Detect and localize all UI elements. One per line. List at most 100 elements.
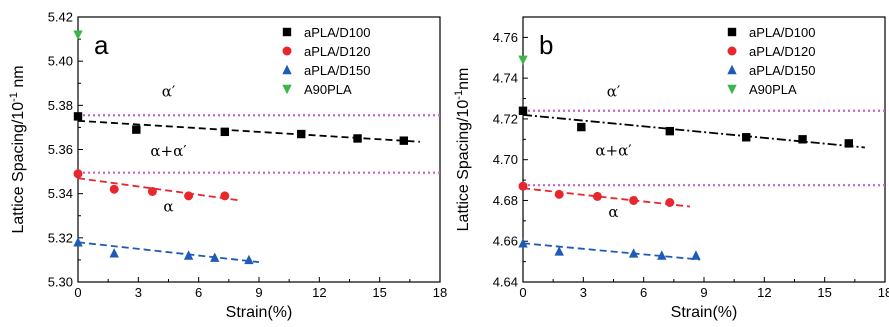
panel-label: a — [94, 30, 109, 60]
data-point — [657, 250, 667, 260]
legend-label: aPLA/D100 — [304, 25, 371, 40]
fit-line — [77, 177, 240, 202]
data-point — [73, 169, 83, 179]
y-tick-label: 5.30 — [48, 275, 73, 290]
x-tick-label: 6 — [195, 285, 202, 300]
x-tick-label: 3 — [135, 285, 142, 300]
data-point — [399, 136, 408, 145]
chart-panel-b: 0 3 6 9 12 15 18 4.64 4.66 4.68 4.70 4.72 4.74 4.76 St… — [453, 16, 889, 321]
fit-line — [522, 187, 691, 208]
data-point — [210, 252, 220, 262]
x-tick-label: 6 — [640, 285, 647, 300]
fit-line — [522, 113, 865, 149]
y-tick-label: 4.76 — [493, 30, 518, 45]
legend-marker — [282, 64, 292, 75]
x-tick-label: 18 — [878, 285, 889, 300]
fit-line — [77, 241, 260, 264]
y-tick-label: 5.32 — [48, 230, 73, 245]
y-axis-title-unit: nm — [455, 68, 472, 90]
y-axis-title: Lattice Spacing/10-1 nm — [8, 65, 27, 233]
data-point — [184, 191, 194, 201]
data-point — [220, 191, 230, 201]
legend-marker — [727, 84, 737, 95]
legend-label: aPLA/D100 — [749, 25, 816, 40]
y-tick-label: 4.64 — [493, 275, 518, 290]
y-axis-title-text: Lattice Spacing/10 — [10, 102, 27, 234]
data-point — [244, 254, 254, 265]
data-point — [353, 134, 362, 143]
legend-label: aPLA/D150 — [749, 63, 816, 78]
x-tick-label: 12 — [757, 285, 771, 300]
data-point — [844, 139, 853, 148]
plot-frame — [522, 16, 886, 283]
x-tick-label: 9 — [255, 285, 262, 300]
y-tick-label: 4.68 — [493, 193, 518, 208]
x-tick-label: 18 — [433, 285, 447, 300]
phase-annotation: α — [608, 203, 618, 221]
data-point — [518, 238, 528, 248]
x-axis-title: Strain(%) — [671, 304, 738, 321]
x-tick-label: 15 — [372, 285, 386, 300]
phase-annotation: α — [163, 197, 173, 215]
legend-marker — [282, 27, 292, 37]
data-point — [73, 237, 83, 247]
data-point — [147, 186, 157, 196]
legend-marker — [282, 84, 292, 95]
data-point — [742, 133, 751, 142]
legend-label: A90PLA — [749, 82, 797, 97]
x-tick-label: 9 — [700, 285, 707, 300]
data-point — [518, 55, 528, 66]
y-axis-title-exponent: -1 — [453, 90, 465, 100]
legend-marker — [727, 27, 737, 37]
data-point — [554, 189, 564, 199]
y-tick-label: 4.66 — [493, 234, 518, 249]
phase-annotation: α′ — [607, 83, 621, 101]
y-tick-label: 4.72 — [493, 111, 518, 126]
legend-label: aPLA/D120 — [749, 44, 816, 59]
data-point — [220, 127, 230, 137]
legend-label: A90PLA — [304, 82, 352, 97]
chart-panel-a: 0 3 6 9 12 15 18 5.30 5.32 5.34 5.36 5.38 5.40 5.42 St… — [8, 10, 447, 322]
y-axis-title: Lattice Spacing/10-1nm — [453, 68, 472, 232]
data-point — [665, 198, 675, 207]
y-tick-label: 5.42 — [48, 10, 73, 25]
data-point — [109, 248, 119, 258]
fit-line — [77, 119, 420, 143]
x-tick-label: 3 — [580, 285, 587, 300]
y-tick-label: 5.38 — [48, 98, 73, 113]
panel-label: b — [539, 30, 553, 60]
y-axis-title-unit: nm — [10, 65, 27, 92]
x-tick-label: 12 — [312, 285, 326, 300]
y-axis-title-text: Lattice Spacing/10 — [455, 100, 472, 232]
data-point — [577, 122, 586, 132]
y-axis-title-exponent: -1 — [8, 92, 20, 102]
data-point — [554, 246, 564, 256]
phase-annotation: α+α′ — [595, 142, 632, 160]
legend-marker — [282, 46, 292, 56]
x-axis-title: Strain(%) — [226, 304, 293, 321]
data-point — [132, 125, 141, 134]
legend-marker — [727, 64, 737, 75]
phase-annotation: α+α′ — [150, 142, 187, 160]
legend-label: aPLA/D120 — [304, 44, 371, 59]
y-tick-label: 5.40 — [48, 54, 73, 69]
x-tick-label: 0 — [519, 285, 526, 300]
data-point — [109, 184, 119, 194]
plot-frame — [77, 16, 441, 283]
data-point — [73, 30, 83, 40]
y-tick-label: 4.74 — [493, 71, 518, 86]
data-point — [629, 195, 639, 205]
x-tick-label: 0 — [74, 285, 81, 300]
data-point — [798, 135, 807, 144]
data-point — [73, 112, 83, 121]
data-point — [592, 191, 602, 201]
fit-line — [522, 242, 701, 261]
data-point — [628, 248, 639, 258]
data-point — [665, 126, 675, 136]
y-tick-label: 4.70 — [493, 152, 518, 167]
x-tick-label: 15 — [817, 285, 831, 300]
y-tick-label: 5.34 — [48, 186, 73, 201]
data-point — [297, 129, 306, 139]
phase-annotation: α′ — [162, 83, 176, 101]
